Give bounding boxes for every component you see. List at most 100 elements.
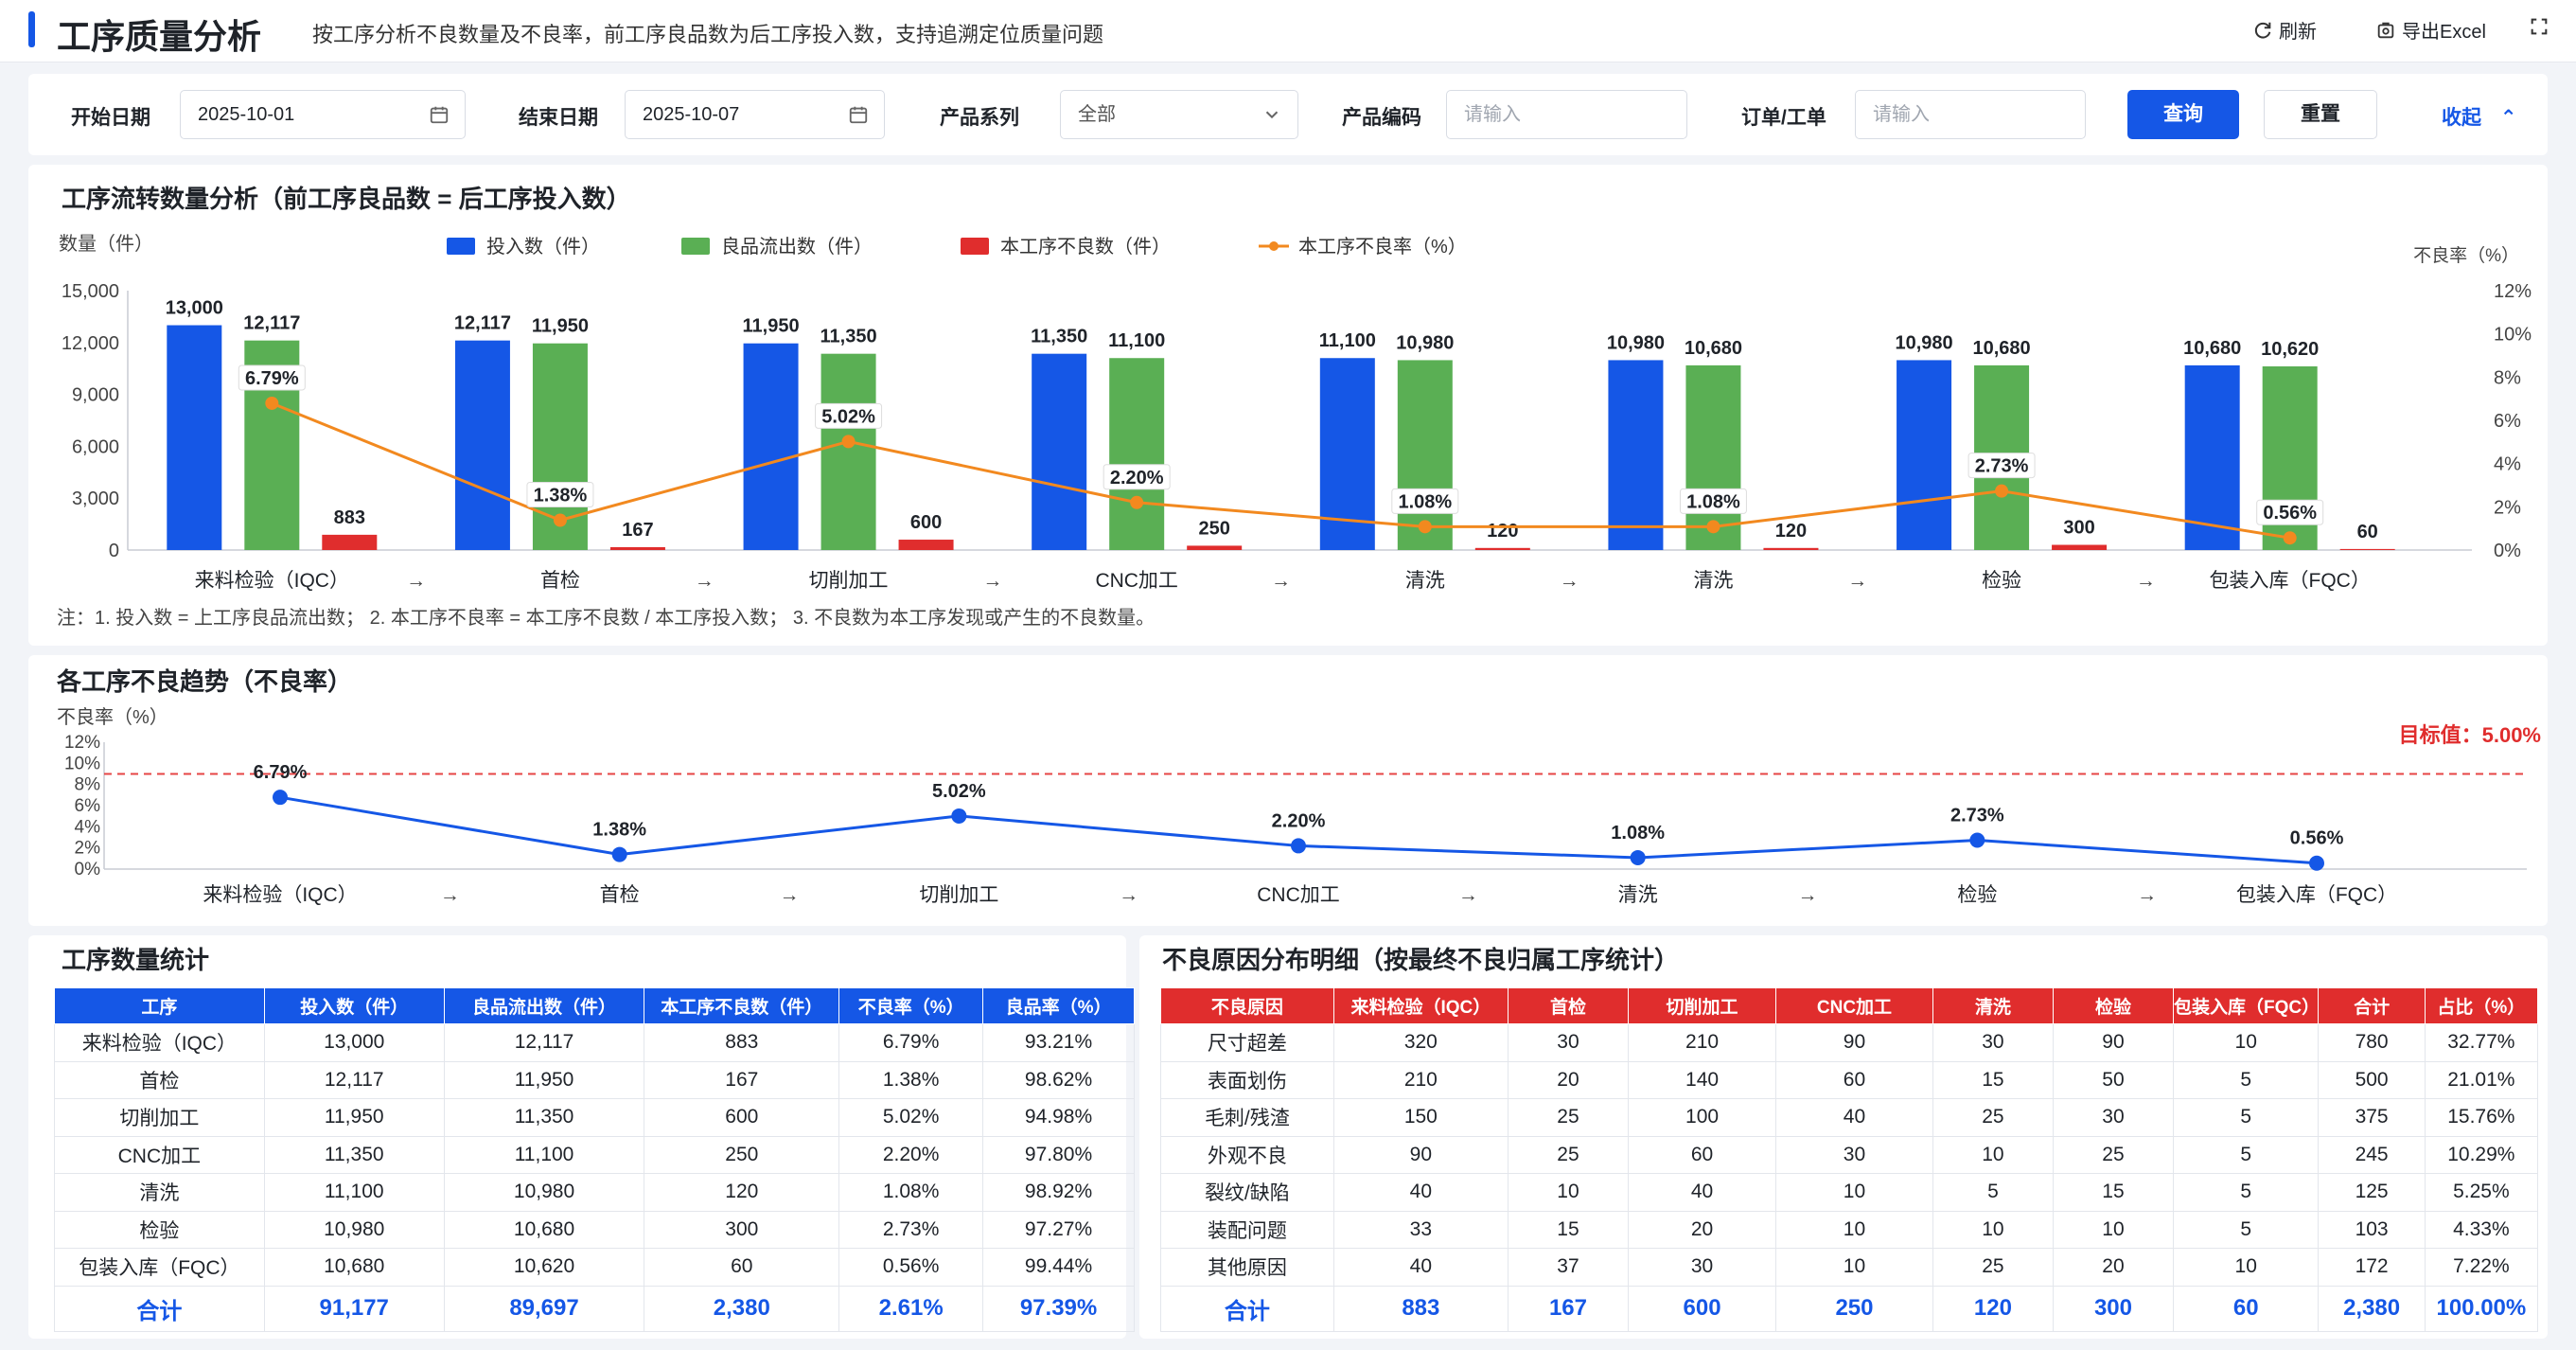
trend-flow-arrow: → <box>1458 884 1478 906</box>
y-right-tick-label: 10% <box>2494 325 2532 346</box>
table-row: 裂纹/缺陷 40 10 40 10 5 15 5 125 5.25% <box>1160 1173 2539 1212</box>
y-left-tick-label: 3,000 <box>72 488 119 509</box>
flow-arrow: → <box>1847 570 1867 592</box>
table-cell: 40 <box>1775 1098 1933 1137</box>
y-right-tick-label: 4% <box>2494 454 2521 475</box>
rate-value-label: 1.08% <box>1686 491 1740 512</box>
rate-label-box <box>815 402 883 429</box>
table-cell: 140 <box>1627 1060 1777 1099</box>
table-cell: 11,950 <box>443 1060 645 1099</box>
rate-point <box>1418 520 1432 534</box>
order-input[interactable]: 请输入 <box>1855 90 2086 139</box>
table-cell: 10 <box>1775 1173 1933 1212</box>
y-right-tick-label: 2% <box>2494 497 2521 518</box>
table-cell: 40 <box>1332 1173 1509 1212</box>
table-row: 毛刺/残渣 150 25 100 40 25 30 5 375 15.76% <box>1160 1098 2539 1137</box>
trend-value-label: 6.79% <box>254 762 308 783</box>
cause-header-cell: 切削加工 <box>1627 987 1777 1024</box>
table-cell: 10 <box>2052 1210 2175 1249</box>
trend-flow-arrow: → <box>2137 884 2157 906</box>
trend-x-category-label: 来料检验（IQC） <box>203 884 357 906</box>
cause-header-row: 不良原因 来料检验（IQC） 首检 切削加工 CNC加工 清洗 检验 包装入库（FQC） 合计占… <box>1160 987 2539 1024</box>
bar-input <box>1897 360 1952 550</box>
table-cell: 10 <box>1775 1210 1933 1249</box>
rate-label-box <box>526 481 594 507</box>
table-cell: 30 <box>1507 1023 1630 1062</box>
rate-point <box>2283 531 2297 545</box>
flow-arrow: → <box>2136 570 2156 592</box>
trend-point <box>1969 832 1985 848</box>
rate-point <box>1130 495 1144 509</box>
table-cell: 25 <box>1507 1098 1630 1137</box>
reset-button[interactable]: 重置 <box>2264 90 2377 139</box>
table-cell: 98.92% <box>982 1173 1135 1212</box>
table-cell: 883 <box>644 1023 840 1062</box>
end-date-input[interactable]: 2025-10-07 <box>625 90 885 139</box>
trend-chart-title: 各工序不良趋势（不良率） <box>57 667 353 696</box>
bar-defect <box>1187 545 1243 550</box>
export-excel-button[interactable]: 导出Excel <box>2375 16 2486 44</box>
query-button[interactable]: 查询 <box>2127 90 2239 139</box>
table-cell: 10,980 <box>263 1210 445 1249</box>
table-cell: 裂纹/缺陷 <box>1160 1173 1334 1212</box>
product-series-select[interactable]: 全部 <box>1060 90 1298 139</box>
collapse-button[interactable]: 收起 ⌃ <box>2442 102 2516 131</box>
product-code-input[interactable]: 请输入 <box>1446 90 1687 139</box>
flow-quantity-chart: 数量（件） 不良率（%） 投入数（件） 良品流出数（件） 本工序不良数（件） 本工序不良率… <box>57 233 2532 629</box>
total-cell: 合计 <box>54 1285 265 1332</box>
chart-note: 注：1. 投入数 = 上工序良品流出数； 2. 本工序不良率 = 本工序不良数 … <box>57 607 1155 629</box>
rate-label-box <box>1679 488 1747 514</box>
start-date-input[interactable]: 2025-10-01 <box>180 90 466 139</box>
flow-quantity-panel: 工序流转数量分析（前工序良品数 = 后工序投入数） 数量（件） 不良率（%） 投入数… <box>28 165 2548 646</box>
trend-flow-arrow: → <box>440 884 460 906</box>
bar-value-label: 12,117 <box>454 313 511 334</box>
trend-y-tick-label: 6% <box>75 796 101 816</box>
rate-label-box <box>1967 453 2036 479</box>
export-icon <box>2377 22 2394 38</box>
bar-value-label: 167 <box>622 520 653 541</box>
x-category-label: 包装入库（FQC） <box>2210 570 2371 592</box>
refresh-button[interactable]: 刷新 <box>2252 16 2317 44</box>
table-cell: 25 <box>1507 1135 1630 1174</box>
end-date-value: 2025-10-07 <box>643 104 740 125</box>
cause-header-cell: 占比（%） <box>2424 987 2539 1024</box>
bar-value-label: 120 <box>1775 521 1807 542</box>
trend-y-axis-label: 不良率（%） <box>57 706 168 728</box>
table-cell: 172 <box>2318 1248 2426 1287</box>
table-row: 尺寸超差 320 30 210 90 30 90 10 780 32.77% <box>1160 1023 2539 1062</box>
table-cell: 300 <box>644 1210 840 1249</box>
total-cell: 883 <box>1332 1285 1509 1332</box>
bar-defect <box>1763 547 1819 550</box>
table-row: 表面划伤 210 20 140 60 15 50 5 500 21.01% <box>1160 1060 2539 1099</box>
total-cell: 250 <box>1775 1285 1933 1332</box>
table-cell: 20 <box>2052 1248 2175 1287</box>
table-cell: 30 <box>2052 1098 2175 1137</box>
y-left-tick-label: 6,000 <box>72 436 119 457</box>
rate-point <box>1706 520 1720 534</box>
bar-value-label: 10,680 <box>1972 338 2030 359</box>
total-row: 合计 883 167 600 250 120 300 60 2,380 100.00% <box>1160 1285 2539 1332</box>
legend-label: 本工序不良率（%） <box>1298 236 1467 258</box>
bar-value-label: 10,680 <box>2183 338 2241 359</box>
trend-x-category-label: CNC加工 <box>1257 884 1340 906</box>
table-cell: 90 <box>2052 1023 2175 1062</box>
table-row: 首检 12,117 11,950 167 1.38% 98.62% <box>54 1060 1135 1099</box>
table-cell: 5 <box>1932 1173 2054 1212</box>
table-cell: 60 <box>644 1248 840 1287</box>
bar-defect <box>2339 548 2395 550</box>
fullscreen-button[interactable] <box>2529 16 2550 37</box>
table-cell: 10 <box>1775 1248 1933 1287</box>
table-row: 来料检验（IQC） 13,000 12,117 883 6.79% 93.21% <box>54 1023 1135 1062</box>
flow-arrow: → <box>406 570 426 592</box>
table-cell: 10 <box>2172 1023 2320 1062</box>
rate-value-label: 2.73% <box>1975 456 2029 477</box>
x-category-label: 首检 <box>540 570 580 592</box>
table-cell: 5 <box>2172 1210 2320 1249</box>
calendar-icon <box>849 106 868 124</box>
table-cell: 40 <box>1332 1248 1509 1287</box>
table-cell: 245 <box>2318 1135 2426 1174</box>
table-cell: 外观不良 <box>1160 1135 1334 1174</box>
table-row: 检验 10,980 10,680 300 2.73% 97.27% <box>54 1210 1135 1249</box>
total-cell: 167 <box>1507 1285 1630 1332</box>
table-row: 外观不良 90 25 60 30 10 25 5 245 10.29% <box>1160 1135 2539 1174</box>
